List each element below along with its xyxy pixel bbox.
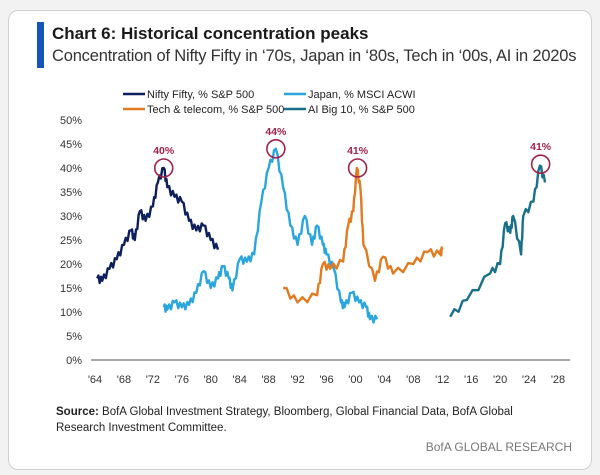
x-tick-label: '80 <box>204 374 218 386</box>
x-tick-label: '88 <box>261 374 275 386</box>
title-accent-bar <box>37 22 44 68</box>
y-tick-label: 40% <box>60 163 82 175</box>
x-tick-label: '84 <box>233 374 247 386</box>
peak-circle <box>347 158 368 178</box>
legend-label: Nifty Fifty, % S&P 500 <box>147 89 254 101</box>
legend-label: Japan, % MSCI ACWI <box>308 89 416 101</box>
y-tick-label: 25% <box>60 235 82 247</box>
x-tick-label: '20 <box>493 374 507 386</box>
x-tick-label: '08 <box>406 374 420 386</box>
y-tick-label: 20% <box>60 259 82 271</box>
x-tick-label: '16 <box>464 374 478 386</box>
legend-label: AI Big 10, % S&P 500 <box>308 104 415 116</box>
source-label: Source: <box>56 406 99 418</box>
series-line-3 <box>449 164 547 318</box>
peak-label: 41% <box>347 145 369 157</box>
peak-circle <box>266 139 286 159</box>
x-tick-label: '28 <box>551 374 565 386</box>
series-line-0 <box>96 166 220 285</box>
peak-circle <box>530 154 551 174</box>
x-tick-label: '12 <box>435 374 449 386</box>
peak-label: 40% <box>153 145 175 157</box>
source-note: Source: BofA Global Investment Strategy,… <box>56 404 556 436</box>
y-tick-label: 5% <box>66 331 82 343</box>
y-tick-label: 50% <box>60 115 82 127</box>
y-tick-label: 0% <box>66 355 82 367</box>
chart-card <box>8 10 592 470</box>
x-tick-label: '72 <box>146 374 160 386</box>
x-tick-label: '24 <box>522 374 536 386</box>
x-tick-label: '00 <box>348 374 362 386</box>
x-tick-label: '96 <box>319 374 333 386</box>
x-tick-label: '64 <box>88 374 102 386</box>
brand-logo-text: BofA GLOBAL RESEARCH <box>425 440 572 454</box>
chart-title: Chart 6: Historical concentration peaks <box>52 24 369 43</box>
x-tick-label: '92 <box>290 374 304 386</box>
x-tick-label: '76 <box>175 374 189 386</box>
x-tick-label: '68 <box>117 374 131 386</box>
y-tick-label: 45% <box>60 139 82 151</box>
source-text: BofA Global Investment Strategy, Bloombe… <box>56 406 513 434</box>
peak-label: 41% <box>530 141 552 153</box>
peak-circle <box>153 158 174 178</box>
chart-subtitle: Concentration of Nifty Fifty in ‘70s, Ja… <box>52 47 577 65</box>
x-tick-label: '04 <box>377 374 391 386</box>
y-tick-label: 10% <box>60 307 82 319</box>
y-tick-label: 15% <box>60 283 82 295</box>
series-line-2 <box>283 166 444 304</box>
series-line-1 <box>162 147 379 324</box>
y-tick-label: 30% <box>60 211 82 223</box>
peak-label: 44% <box>265 126 287 138</box>
y-tick-label: 35% <box>60 187 82 199</box>
legend-label: Tech & telecom, % S&P 500 <box>147 104 284 116</box>
